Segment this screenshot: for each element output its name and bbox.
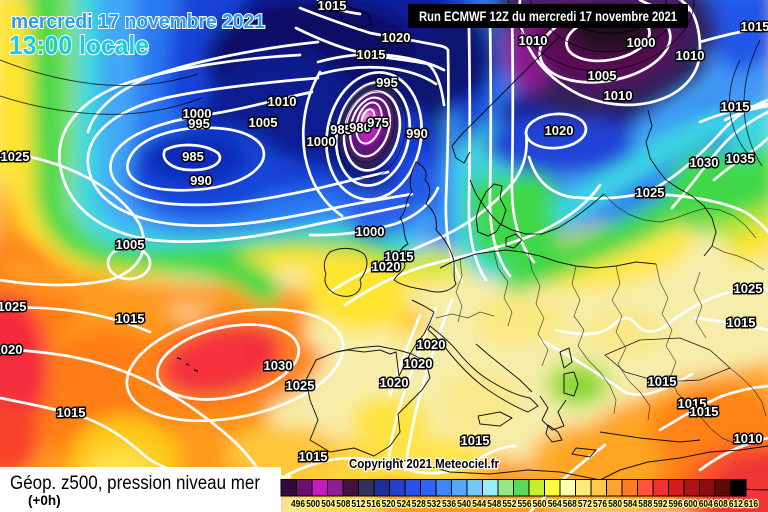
svg-text:990: 990	[190, 173, 212, 188]
svg-text:616: 616	[744, 499, 758, 510]
svg-text:1020: 1020	[417, 337, 446, 352]
svg-text:1015: 1015	[318, 0, 347, 13]
svg-text:Géop. z500, pression niveau me: Géop. z500, pression niveau mer	[10, 473, 261, 494]
svg-text:540: 540	[457, 499, 471, 510]
svg-text:608: 608	[714, 499, 728, 510]
svg-text:Copyright 2021 Meteociel.fr: Copyright 2021 Meteociel.fr	[349, 456, 499, 471]
svg-text:544: 544	[472, 499, 486, 510]
svg-text:524: 524	[397, 499, 411, 510]
svg-text:1010: 1010	[268, 94, 297, 109]
svg-text:1015: 1015	[741, 19, 768, 34]
svg-text:1025: 1025	[0, 299, 26, 314]
svg-text:1025: 1025	[1, 149, 30, 164]
svg-text:1015: 1015	[690, 404, 719, 419]
svg-text:1000: 1000	[183, 106, 212, 121]
svg-text:596: 596	[669, 499, 683, 510]
svg-text:1000: 1000	[627, 35, 656, 50]
svg-text:580: 580	[608, 499, 622, 510]
svg-text:536: 536	[442, 499, 456, 510]
svg-text:1025: 1025	[734, 281, 763, 296]
svg-text:584: 584	[623, 499, 637, 510]
svg-text:576: 576	[593, 499, 607, 510]
svg-text:1030: 1030	[690, 155, 719, 170]
svg-text:1020: 1020	[372, 259, 401, 274]
svg-text:(+0h): (+0h)	[28, 493, 61, 508]
svg-text:604: 604	[699, 499, 713, 510]
svg-text:1010: 1010	[734, 431, 763, 446]
svg-text:13:00 locale: 13:00 locale	[9, 30, 149, 60]
svg-text:1025: 1025	[286, 378, 315, 393]
svg-text:1000: 1000	[307, 134, 336, 149]
svg-text:1025: 1025	[636, 185, 665, 200]
svg-text:1020: 1020	[382, 30, 411, 45]
svg-text:1015: 1015	[299, 449, 328, 464]
svg-text:1020: 1020	[380, 375, 409, 390]
svg-text:1015: 1015	[57, 405, 86, 420]
svg-text:504: 504	[321, 499, 335, 510]
svg-text:588: 588	[638, 499, 652, 510]
svg-text:1010: 1010	[519, 33, 548, 48]
svg-text:1015: 1015	[461, 433, 490, 448]
svg-text:508: 508	[336, 499, 350, 510]
svg-text:1020: 1020	[0, 342, 22, 357]
svg-text:516: 516	[367, 499, 381, 510]
svg-text:1000: 1000	[356, 224, 385, 239]
svg-text:1005: 1005	[116, 237, 145, 252]
svg-text:1015: 1015	[727, 315, 756, 330]
svg-text:1010: 1010	[604, 88, 633, 103]
svg-text:mercredi 17 novembre 2021: mercredi 17 novembre 2021	[11, 11, 265, 33]
svg-text:592: 592	[653, 499, 667, 510]
svg-text:985: 985	[330, 122, 352, 137]
svg-text:1015: 1015	[721, 99, 750, 114]
svg-text:995: 995	[376, 75, 398, 90]
svg-text:512: 512	[351, 499, 365, 510]
svg-text:1020: 1020	[404, 356, 433, 371]
svg-text:1005: 1005	[249, 115, 278, 130]
svg-text:1010: 1010	[676, 48, 705, 63]
svg-text:532: 532	[427, 499, 441, 510]
svg-text:528: 528	[412, 499, 426, 510]
svg-text:1030: 1030	[264, 358, 293, 373]
svg-text:548: 548	[487, 499, 501, 510]
svg-text:985: 985	[182, 149, 204, 164]
svg-text:975: 975	[367, 115, 389, 130]
svg-text:1015: 1015	[648, 374, 677, 389]
svg-text:1020: 1020	[545, 123, 574, 138]
svg-text:1035: 1035	[726, 151, 755, 166]
svg-text:556: 556	[518, 499, 532, 510]
svg-text:1005: 1005	[588, 68, 617, 83]
svg-text:995: 995	[188, 116, 210, 131]
svg-text:990: 990	[406, 126, 428, 141]
svg-text:564: 564	[548, 499, 562, 510]
svg-text:520: 520	[382, 499, 396, 510]
svg-text:560: 560	[533, 499, 547, 510]
svg-text:552: 552	[502, 499, 516, 510]
svg-text:612: 612	[729, 499, 743, 510]
svg-text:980: 980	[349, 120, 371, 135]
svg-text:568: 568	[563, 499, 577, 510]
svg-text:1015: 1015	[678, 396, 707, 411]
svg-text:1015: 1015	[357, 47, 386, 62]
svg-text:1015: 1015	[116, 311, 145, 326]
svg-text:572: 572	[578, 499, 592, 510]
svg-text:Run ECMWF 12Z du mercredi 17 n: Run ECMWF 12Z du mercredi 17 novembre 20…	[419, 8, 677, 24]
svg-text:500: 500	[306, 499, 320, 510]
svg-text:600: 600	[684, 499, 698, 510]
svg-text:1015: 1015	[385, 249, 414, 264]
svg-text:496: 496	[291, 499, 305, 510]
